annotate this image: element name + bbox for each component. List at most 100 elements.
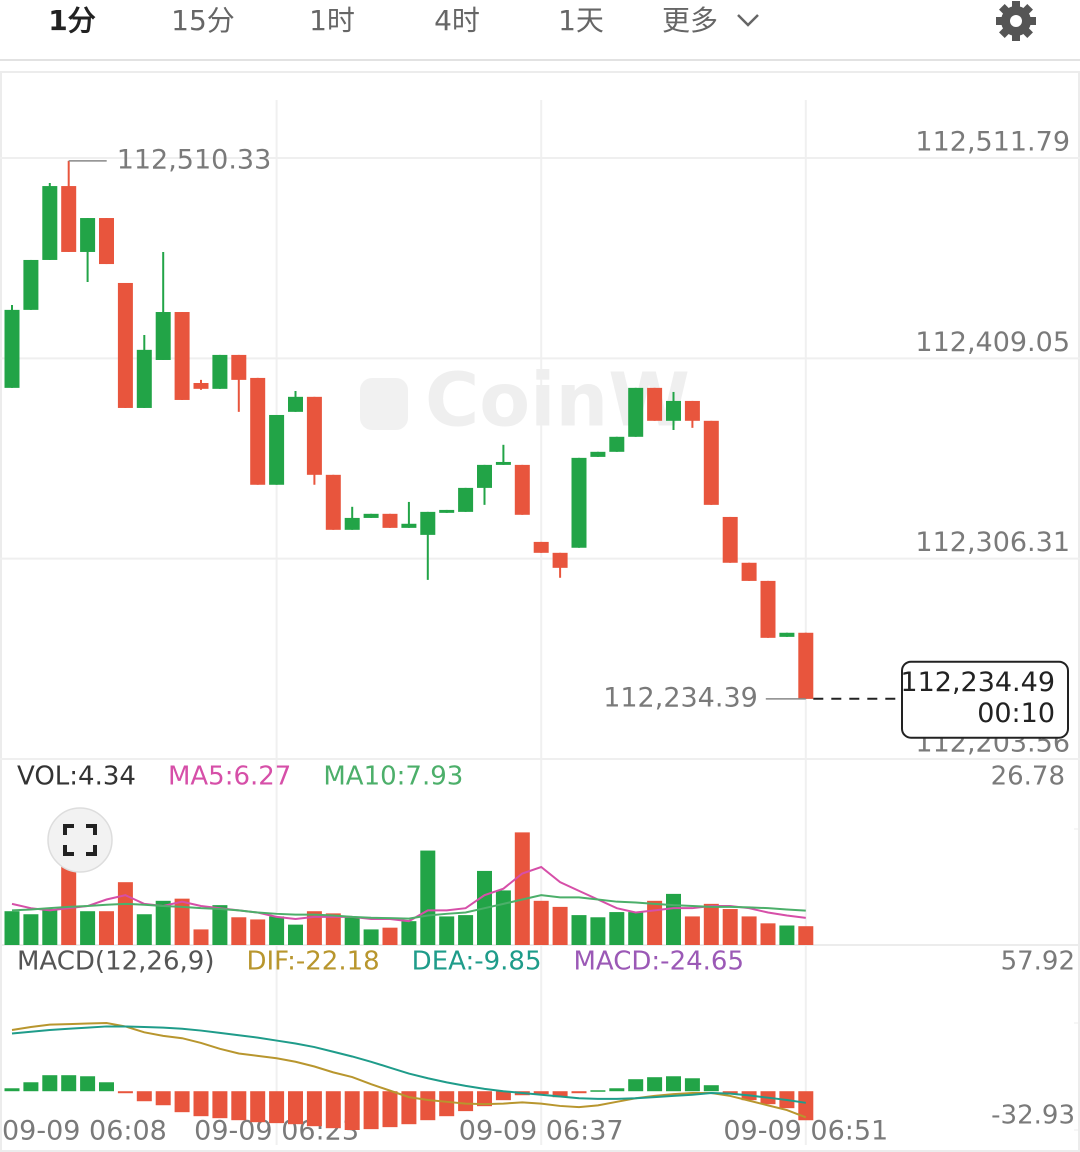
candle-body [155, 312, 171, 360]
button-circle [47, 807, 113, 873]
volume-bar [590, 917, 606, 945]
fullscreen-icon [63, 824, 97, 856]
y-tick-label: 112,511.79 [915, 127, 1070, 158]
macd-bar [269, 1091, 285, 1124]
volume-bar [628, 912, 644, 945]
candle-body [628, 387, 644, 437]
tab[interactable]: 4时 [434, 4, 480, 37]
volume-bar [155, 900, 171, 945]
candle-body [325, 474, 341, 530]
candle-body [269, 414, 285, 485]
macd-bar [666, 1076, 681, 1092]
macd-bar [571, 1091, 587, 1094]
macd-bar [684, 1078, 700, 1092]
macd-bar [42, 1075, 58, 1092]
candle-body [61, 186, 77, 252]
volume-bar [136, 914, 152, 945]
macd-bar [401, 1091, 417, 1125]
macd-bar [703, 1085, 719, 1092]
legend-entry: MACD(12,26,9) [17, 947, 214, 977]
volume-bar [212, 905, 228, 945]
candle-body [477, 464, 492, 488]
volume-bar [571, 915, 587, 945]
candle-body [779, 632, 795, 637]
tab[interactable]: 1时 [309, 4, 355, 37]
indicator-line [11, 1021, 807, 1119]
high-label: 112,510.33 [117, 144, 272, 175]
volume-bar [684, 916, 700, 945]
macd-bar [325, 1091, 341, 1129]
macd-bar [609, 1088, 625, 1092]
tab[interactable]: 更多 [662, 4, 718, 37]
macd-bar [117, 1091, 133, 1094]
candle-body [495, 461, 511, 465]
candle-body [80, 218, 96, 252]
y-tick-label: 26.78 [991, 762, 1065, 792]
macd-bar [306, 1091, 322, 1127]
candle-body [703, 420, 719, 505]
candle-body [401, 523, 417, 528]
volume-bar [4, 911, 20, 945]
volume-bar [666, 893, 681, 945]
volume-bar [458, 915, 474, 945]
candle-body [741, 562, 757, 581]
candle-body [363, 513, 379, 518]
macd-bar [23, 1082, 39, 1092]
candle-body [193, 382, 209, 389]
macd-bar [382, 1091, 398, 1128]
candle-body [136, 349, 152, 408]
volume-bar [439, 916, 455, 945]
macd-bar [99, 1082, 114, 1092]
volume-bar [798, 926, 814, 945]
volume-bar [722, 909, 738, 945]
volume-bar [382, 927, 398, 945]
macd-bar [155, 1091, 171, 1106]
macd-bar [552, 1091, 568, 1098]
candle-body [458, 487, 474, 512]
candle-body [514, 464, 530, 515]
volume-bar [552, 906, 568, 945]
more-chevron[interactable] [737, 14, 759, 27]
macd-bar [477, 1091, 492, 1107]
volume-bar [325, 913, 341, 945]
volume-bar [288, 924, 303, 945]
candle-body [212, 354, 228, 389]
volume-bar [344, 917, 360, 945]
macd-bar [590, 1090, 606, 1092]
macd-bar [420, 1091, 436, 1121]
countdown: 00:10 [977, 698, 1055, 729]
macd-bar [136, 1091, 152, 1102]
x-tick-label: 09-09 06:08 [2, 1116, 167, 1147]
volume-bar [495, 890, 511, 945]
tab[interactable]: 1天 [558, 4, 604, 37]
volume-bar [514, 832, 530, 945]
volume-bar [99, 911, 114, 945]
indicator-line [11, 1025, 806, 1104]
tab[interactable]: 15分 [171, 4, 235, 37]
legend-entry: MA5:6.27 [168, 762, 291, 792]
gear-hole [1010, 15, 1022, 27]
legend-entry: MACD:-24.65 [573, 947, 744, 977]
macd-bar [193, 1091, 209, 1117]
volume-bar [269, 916, 285, 945]
last-price-label: 112,234.49 [900, 667, 1055, 698]
settings-icon[interactable] [996, 1, 1036, 41]
volume-bar [42, 909, 58, 945]
candle-body [288, 396, 303, 412]
candle-body [382, 513, 398, 528]
candle-body [760, 580, 776, 638]
macd-bar [344, 1091, 360, 1130]
y-tick-label: 57.92 [1001, 947, 1075, 977]
tab[interactable]: 1分 [48, 4, 95, 37]
candle-body [684, 400, 700, 421]
candle-body [99, 218, 114, 265]
volume-bar [80, 911, 96, 945]
volume-bar [703, 903, 719, 945]
macd-bar [798, 1091, 814, 1121]
y-tick-label: 112,409.05 [915, 327, 1070, 358]
fullscreen-button[interactable] [47, 807, 113, 873]
macd-bar [61, 1075, 77, 1092]
chart-frame [0, 71, 1080, 1152]
x-tick-label: 09-09 06:37 [459, 1116, 624, 1147]
